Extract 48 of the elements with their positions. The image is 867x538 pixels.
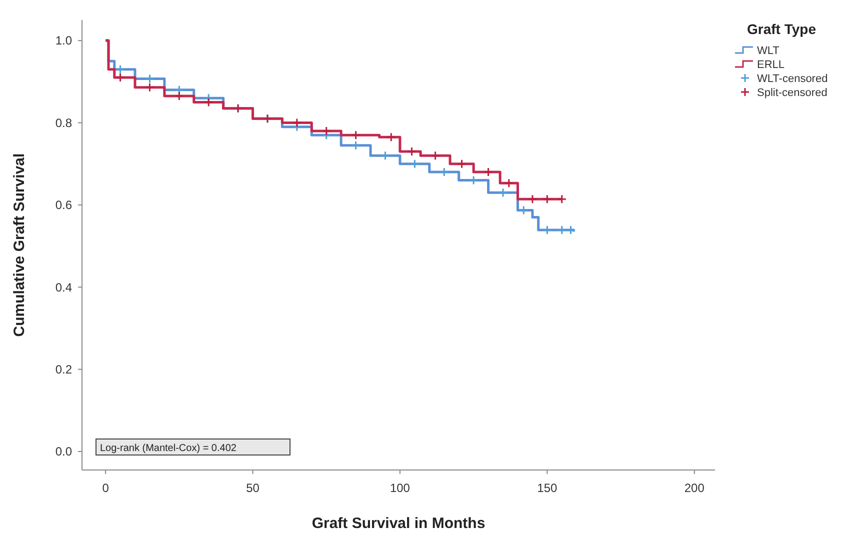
y-tick-label: 0.2 bbox=[55, 362, 72, 377]
legend-label: WLT bbox=[757, 44, 780, 57]
x-tick-label: 150 bbox=[537, 481, 558, 495]
point bbox=[410, 159, 420, 169]
annotation: Log-rank (Mantel-Cox) = 0.402 bbox=[100, 443, 237, 454]
point bbox=[528, 194, 538, 204]
point bbox=[504, 178, 514, 188]
point bbox=[322, 126, 332, 136]
point bbox=[386, 132, 396, 142]
point bbox=[174, 91, 184, 101]
x-tick-label: 100 bbox=[390, 481, 410, 495]
x-tick-label: 200 bbox=[684, 481, 705, 495]
point bbox=[204, 97, 214, 107]
point bbox=[407, 146, 416, 156]
y-axis-title: Cumulative Graft Survival bbox=[11, 153, 28, 337]
point bbox=[484, 167, 494, 177]
legend-label: ERLL bbox=[757, 58, 785, 71]
point bbox=[292, 118, 302, 128]
point bbox=[439, 167, 449, 177]
x-tick-label: 50 bbox=[246, 481, 260, 495]
y-tick-label: 1.0 bbox=[55, 34, 72, 48]
y-tick-label: 0.4 bbox=[55, 280, 72, 294]
y-tick-label: 0.6 bbox=[55, 198, 72, 212]
point bbox=[116, 64, 126, 74]
x-tick-label: 0 bbox=[102, 481, 110, 495]
point bbox=[351, 130, 361, 140]
point bbox=[430, 150, 440, 160]
point bbox=[457, 159, 467, 169]
point bbox=[116, 72, 126, 82]
point bbox=[144, 82, 154, 92]
point bbox=[542, 194, 552, 204]
y-tick-label: 0.8 bbox=[55, 116, 72, 130]
legend-label: Split-censored bbox=[757, 86, 828, 99]
point bbox=[174, 85, 184, 95]
point bbox=[518, 206, 528, 216]
point bbox=[144, 74, 154, 84]
point bbox=[380, 150, 390, 160]
point bbox=[566, 225, 576, 235]
point bbox=[542, 225, 552, 235]
point bbox=[351, 140, 361, 150]
point bbox=[498, 188, 508, 198]
legend-label: WLT-censored bbox=[757, 72, 828, 85]
point bbox=[557, 194, 567, 204]
y-tick-label: 0.0 bbox=[55, 444, 72, 459]
point bbox=[468, 176, 478, 186]
point bbox=[557, 225, 567, 235]
x-axis-title: Graft Survival in Months bbox=[312, 515, 486, 532]
legend-title: Graft Type bbox=[747, 21, 816, 37]
